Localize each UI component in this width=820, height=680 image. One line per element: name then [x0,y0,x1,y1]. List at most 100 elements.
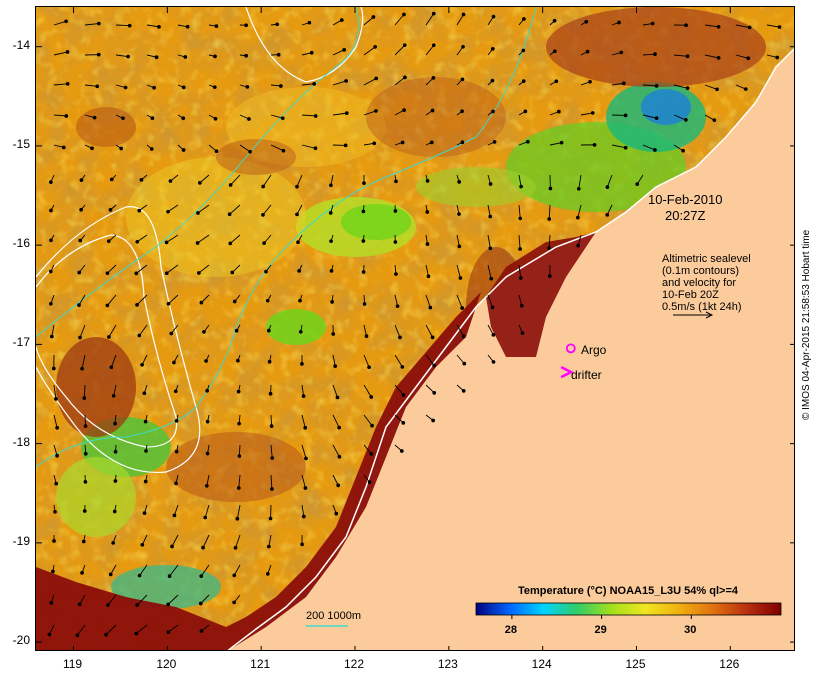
velocity-arrow [329,234,334,244]
velocity-arrow [208,24,219,28]
velocity-arrow [487,174,493,186]
velocity-arrow [106,234,117,244]
velocity-arrow [53,50,70,56]
velocity-arrow [230,264,241,275]
velocity-arrow [425,264,431,279]
velocity-arrow [205,414,210,424]
altimetry-line-3: and velocity for [662,277,736,289]
velocity-arrow [204,354,210,363]
velocity-arrows [47,11,782,638]
velocity-arrow [137,324,148,338]
drifter-marker[interactable] [560,366,574,379]
velocity-arrow [611,50,624,56]
velocity-arrow [199,564,210,578]
velocity-arrow [547,204,552,221]
velocity-arrow [361,234,366,243]
velocity-arrow [172,504,179,518]
velocity-arrow [456,109,464,116]
velocity-arrow [104,624,117,637]
velocity-arrow [425,204,430,214]
velocity-arrow [228,174,241,187]
velocity-arrow [363,444,374,456]
sst-map[interactable] [35,6,795,651]
velocity-arrow [704,54,721,60]
velocity-arrow [300,534,304,547]
velocity-arrow [137,564,148,578]
velocity-arrow [704,114,717,123]
velocity-arrow [172,354,179,365]
colorbar-tick-label: 30 [684,624,697,636]
velocity-arrow [108,564,117,577]
velocity-arrow [164,234,179,245]
velocity-arrow [84,84,100,89]
velocity-arrow [301,504,306,519]
altimetry-line-1: Altimetric sealevel [662,253,751,265]
velocity-arrow [235,504,241,521]
velocity-arrow [518,264,523,280]
velocity-arrow [112,504,117,514]
velocity-arrow [575,204,582,220]
velocity-arrow [81,534,86,544]
velocity-arrow [134,624,148,636]
lon-tick-label: 121 [250,657,271,671]
credit-text: © IMOS 04-Apr-2015 21:58:53 Hobart time [801,229,812,420]
velocity-arrow [75,624,86,638]
velocity-arrow [270,114,285,121]
velocity-arrow [456,384,466,393]
velocity-arrow [166,624,179,634]
velocity-arrow [49,174,55,185]
velocity-arrow [301,474,308,490]
velocity-arrow [146,24,161,29]
velocity-arrow [80,564,86,575]
velocity-arrow [363,474,372,485]
velocity-arrow [301,81,317,86]
velocity-arrow [105,264,117,276]
velocity-arrow [329,264,334,273]
velocity-arrow [518,17,526,26]
velocity-arrow [105,294,117,308]
velocity-arrow [270,144,286,153]
velocity-arrow [237,414,241,426]
velocity-arrow [300,354,304,366]
velocity-arrow [79,174,86,183]
argo-label: Argo [581,343,607,357]
velocity-arrow [270,22,280,27]
velocity-arrow [362,174,366,185]
velocity-arrow [146,144,154,151]
velocity-arrow [170,534,179,549]
velocity-arrow [425,76,436,86]
velocity-arrow [425,11,436,26]
velocity-arrow [268,384,273,396]
velocity-arrow [549,109,561,116]
velocity-arrow [425,414,435,423]
velocity-arrow [611,144,628,150]
velocity-arrow [205,384,210,393]
velocity-arrow [84,52,101,57]
velocity-arrow [332,18,344,26]
velocity-arrow [580,19,589,26]
colorbar-title: Temperature (°C) NOAA15_L3U 54% ql>=4 [518,585,738,597]
velocity-arrow [236,354,241,363]
velocity-arrow [518,234,522,251]
velocity-arrow [78,234,86,243]
velocity-arrow [111,384,117,398]
velocity-scale-arrow [673,311,714,319]
velocity-arrow [53,414,59,430]
velocity-arrow [140,354,148,367]
velocity-arrow [208,144,219,154]
velocity-arrow [262,234,272,245]
velocity-arrow [199,624,210,633]
velocity-arrow [642,52,657,56]
velocity-arrow [113,474,118,483]
velocity-arrow [239,23,248,28]
velocity-arrow [199,294,210,305]
velocity-arrow [301,50,314,56]
velocity-arrow [146,54,159,60]
velocity-arrow [425,294,433,310]
velocity-arrow [140,534,148,547]
argo-marker[interactable] [565,343,576,354]
velocity-arrow [177,54,188,59]
velocity-arrow [456,234,462,249]
velocity-arrow [425,108,435,116]
velocity-arrow [548,174,553,191]
